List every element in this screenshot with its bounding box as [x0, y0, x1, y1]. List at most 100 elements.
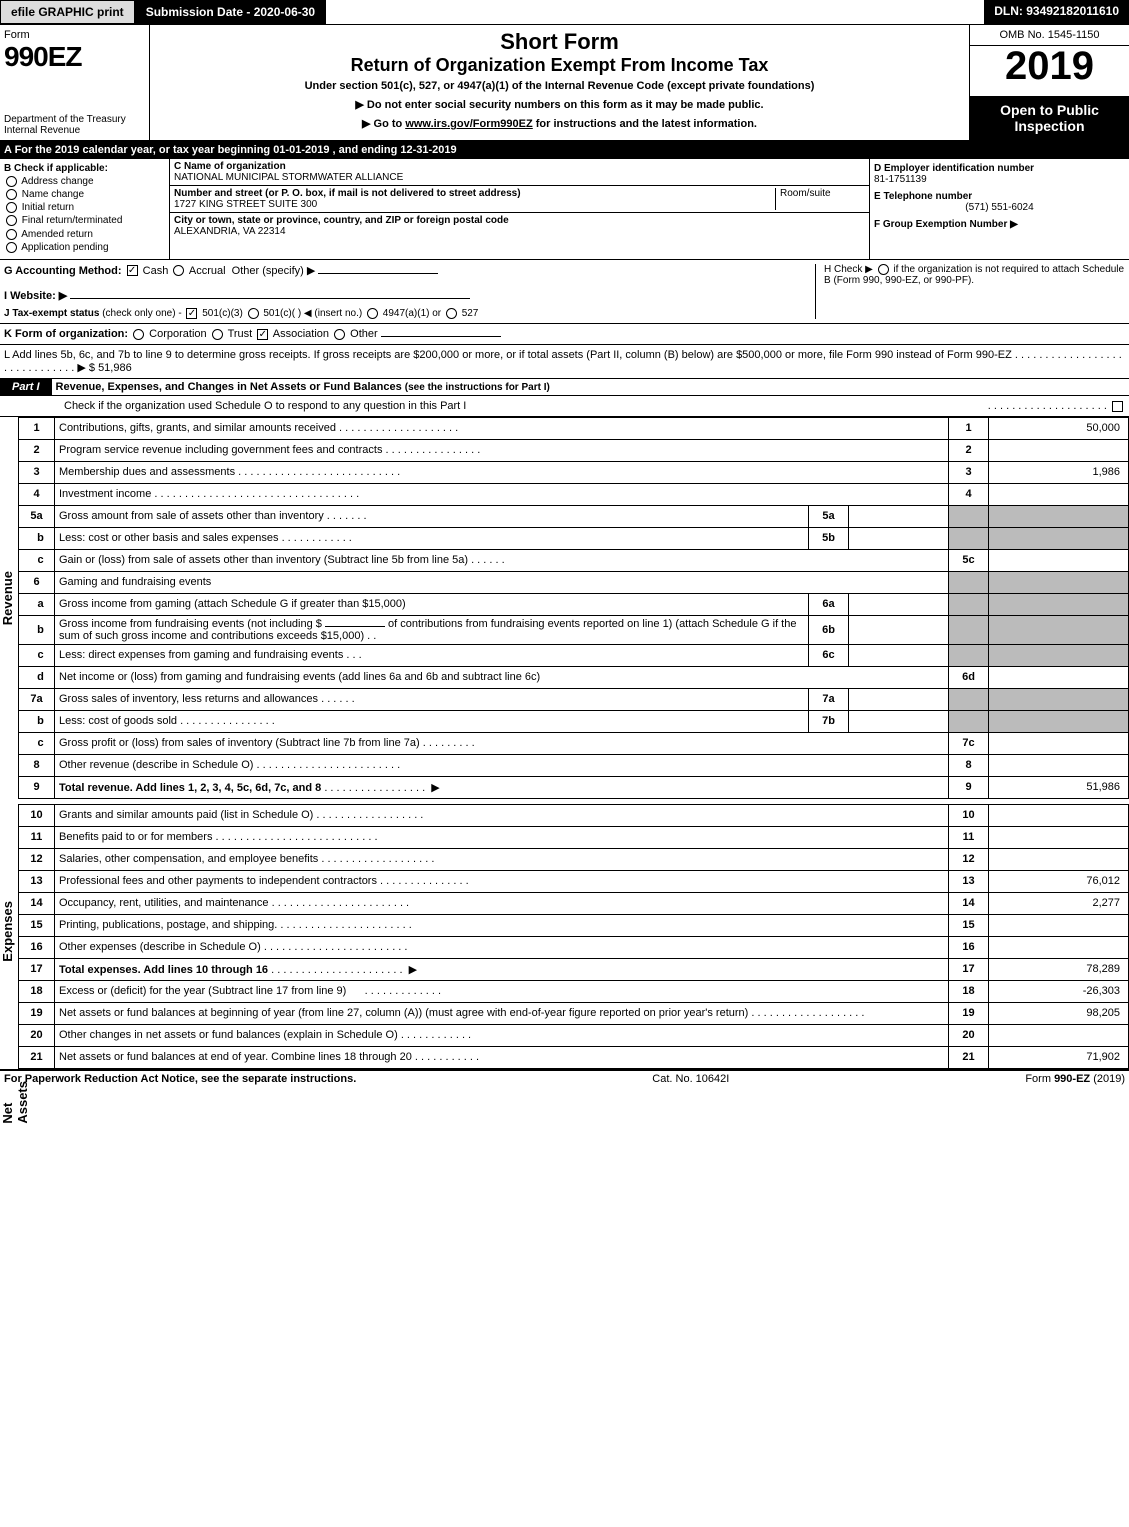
- line-9-val: 51,986: [989, 776, 1129, 798]
- tax-exempt-label: J Tax-exempt status: [4, 308, 99, 319]
- line-6b-blank[interactable]: [325, 626, 385, 627]
- line-1: 1 Contributions, gifts, grants, and simi…: [19, 417, 1129, 439]
- footer-right-form: 990-EZ: [1054, 1073, 1090, 1085]
- row-k: K Form of organization: Corporation Trus…: [0, 324, 1129, 345]
- row-l-value: $ 51,986: [89, 362, 132, 374]
- line-13-val: 76,012: [989, 870, 1129, 892]
- line-6c-num: c: [19, 644, 55, 666]
- line-3-val: 1,986: [989, 461, 1129, 483]
- line-10-rnum: 10: [949, 804, 989, 826]
- chk-527[interactable]: [446, 308, 457, 319]
- line-1-num: 1: [19, 417, 55, 439]
- irs-link[interactable]: www.irs.gov/Form990EZ: [405, 118, 532, 130]
- col-b-label: B Check if applicable:: [4, 163, 165, 174]
- chk-initial-return[interactable]: Initial return: [4, 202, 165, 213]
- chk-501c[interactable]: [248, 308, 259, 319]
- line-21-num: 21: [19, 1046, 55, 1068]
- dln-label: DLN: 93492182011610: [984, 0, 1129, 24]
- instr-goto: ▶ Go to www.irs.gov/Form990EZ for instru…: [154, 117, 965, 130]
- other-specify-label: Other (specify) ▶: [232, 265, 316, 277]
- room-suite-label: Room/suite: [780, 188, 831, 199]
- row-a-period: A For the 2019 calendar year, or tax yea…: [0, 142, 1129, 159]
- line-6a-num: a: [19, 593, 55, 615]
- chk-name-change[interactable]: Name change: [4, 189, 165, 200]
- chk-application-pending[interactable]: Application pending: [4, 242, 165, 253]
- org-name-value: NATIONAL MUNICIPAL STORMWATER ALLIANCE: [174, 172, 865, 183]
- line-17-val: 78,289: [989, 958, 1129, 980]
- website-label: I Website: ▶: [4, 290, 67, 302]
- line-5c-num: c: [19, 549, 55, 571]
- other-org-input[interactable]: [381, 336, 501, 337]
- header-mid: Short Form Return of Organization Exempt…: [150, 25, 969, 140]
- line-1-desc: Contributions, gifts, grants, and simila…: [59, 422, 336, 434]
- line-7a-rshade: [949, 688, 989, 710]
- efile-print-button[interactable]: efile GRAPHIC print: [0, 0, 135, 24]
- chk-schedule-b[interactable]: [878, 264, 889, 275]
- chk-501c3[interactable]: [186, 308, 197, 319]
- chk-4947[interactable]: [367, 308, 378, 319]
- footer-right-post: (2019): [1090, 1073, 1125, 1085]
- chk-corporation[interactable]: [133, 329, 144, 340]
- line-7b-rval-shade: [989, 710, 1129, 732]
- open-to-public: Open to Public Inspection: [970, 96, 1129, 140]
- line-8-desc: Other revenue (describe in Schedule O): [59, 759, 253, 771]
- other-specify-input[interactable]: [318, 273, 438, 274]
- chk-cash[interactable]: [127, 265, 138, 276]
- line-5c-desc: Gain or (loss) from sale of assets other…: [59, 554, 468, 566]
- line-19-desc: Net assets or fund balances at beginning…: [59, 1007, 748, 1019]
- section-b-c-def: B Check if applicable: Address change Na…: [0, 159, 1129, 260]
- chk-other-org[interactable]: [334, 329, 345, 340]
- line-5b-num: b: [19, 527, 55, 549]
- line-11: 11 Benefits paid to or for members . . .…: [19, 826, 1129, 848]
- line-5a-rshade: [949, 505, 989, 527]
- line-7b-desc: Less: cost of goods sold: [59, 715, 177, 727]
- line-14-num: 14: [19, 892, 55, 914]
- line-7a-desc: Gross sales of inventory, less returns a…: [59, 693, 318, 705]
- line-6a-rval-shade: [989, 593, 1129, 615]
- line-10: 10 Grants and similar amounts paid (list…: [19, 804, 1129, 826]
- chk-association[interactable]: [257, 329, 268, 340]
- line-5b-rshade: [949, 527, 989, 549]
- omb-number: OMB No. 1545-1150: [970, 25, 1129, 46]
- line-12-num: 12: [19, 848, 55, 870]
- tab-expenses: Expenses: [0, 897, 17, 966]
- line-5b: b Less: cost or other basis and sales ex…: [19, 527, 1129, 549]
- line-12-rnum: 12: [949, 848, 989, 870]
- telephone-label: E Telephone number: [874, 191, 1125, 202]
- line-5b-mid-val: [849, 527, 949, 549]
- chk-address-change[interactable]: Address change: [4, 176, 165, 187]
- line-17-num: 17: [19, 958, 55, 980]
- chk-amended-return[interactable]: Amended return: [4, 229, 165, 240]
- line-3-desc: Membership dues and assessments: [59, 466, 235, 478]
- dept-treasury: Department of the Treasury Internal Reve…: [4, 114, 145, 136]
- tab-revenue: Revenue: [0, 567, 17, 629]
- line-21-rnum: 21: [949, 1046, 989, 1068]
- instr-no-ssn: ▶ Do not enter social security numbers o…: [154, 98, 965, 111]
- website-input[interactable]: [70, 298, 470, 299]
- org-city-row: City or town, state or province, country…: [170, 213, 869, 239]
- line-15-desc: Printing, publications, postage, and shi…: [59, 919, 277, 931]
- line-5b-desc: Less: cost or other basis and sales expe…: [59, 532, 279, 544]
- chk-final-return[interactable]: Final return/terminated: [4, 215, 165, 226]
- line-7b-mid: 7b: [809, 710, 849, 732]
- line-7a-mid-val: [849, 688, 949, 710]
- ein-value: 81-1751139: [874, 174, 1125, 185]
- chk-schedule-o[interactable]: [1112, 401, 1123, 412]
- line-9-num: 9: [19, 776, 55, 798]
- line-16-num: 16: [19, 936, 55, 958]
- line-7a-num: 7a: [19, 688, 55, 710]
- form-of-org-label: K Form of organization:: [4, 328, 128, 340]
- chk-trust[interactable]: [212, 329, 223, 340]
- line-6d-desc: Net income or (loss) from gaming and fun…: [59, 671, 540, 683]
- city-label: City or town, state or province, country…: [174, 215, 509, 226]
- dept-line1: Department of the Treasury: [4, 114, 145, 125]
- line-6a-mid: 6a: [809, 593, 849, 615]
- row-g: G Accounting Method: Cash Accrual Other …: [4, 264, 815, 319]
- line-14-desc: Occupancy, rent, utilities, and maintena…: [59, 897, 269, 909]
- line-6b-mid-val: [849, 615, 949, 644]
- submission-date-label: Submission Date - 2020-06-30: [135, 0, 326, 24]
- line-4-rnum: 4: [949, 483, 989, 505]
- line-6b-num: b: [19, 615, 55, 644]
- row-l-text: L Add lines 5b, 6c, and 7b to line 9 to …: [4, 349, 1012, 361]
- chk-accrual[interactable]: [173, 265, 184, 276]
